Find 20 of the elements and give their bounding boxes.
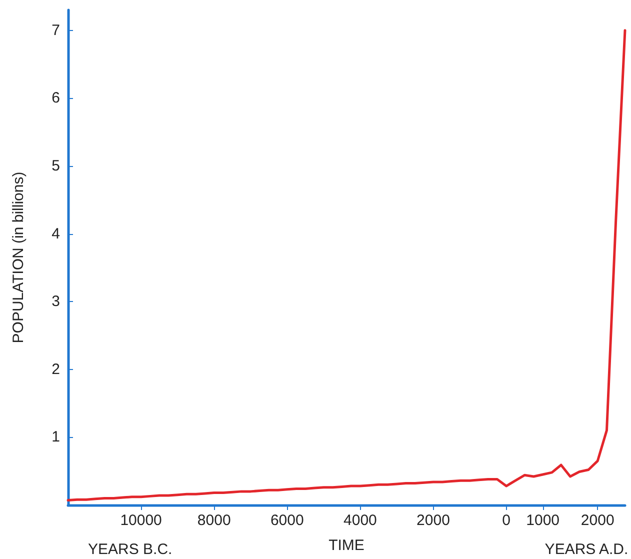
- x-tick-label: 1000: [526, 512, 560, 529]
- x-tick-label: 2000: [416, 512, 450, 529]
- y-tick-label: 2: [52, 360, 60, 378]
- y-tick-label: 4: [52, 225, 60, 242]
- y-tick-label: 3: [52, 293, 60, 310]
- x-tick-label: 0: [502, 512, 510, 529]
- text: YEARS A.D.: [544, 541, 628, 558]
- y-tick-label: 1: [52, 428, 60, 446]
- line-series: [66, 29, 626, 502]
- x-tick-label: 2000: [580, 512, 614, 529]
- y-axis-title: POPULATION (in billions): [10, 172, 27, 344]
- y-tick-label: 6: [52, 90, 60, 107]
- y-tick-label: 5: [52, 157, 60, 174]
- x-axis-title: TIME: [328, 537, 364, 554]
- x-tick-label: 8000: [197, 512, 231, 529]
- x-tick-label: 10000: [120, 512, 162, 529]
- x-tick-label: 4000: [344, 512, 377, 529]
- x-tick-label: 6000: [270, 512, 304, 529]
- text: YEARS B.C.: [88, 541, 172, 558]
- y-tick-label: 7: [52, 22, 60, 39]
